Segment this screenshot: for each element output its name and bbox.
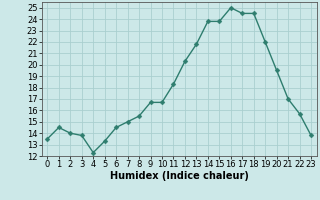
X-axis label: Humidex (Indice chaleur): Humidex (Indice chaleur) <box>110 171 249 181</box>
